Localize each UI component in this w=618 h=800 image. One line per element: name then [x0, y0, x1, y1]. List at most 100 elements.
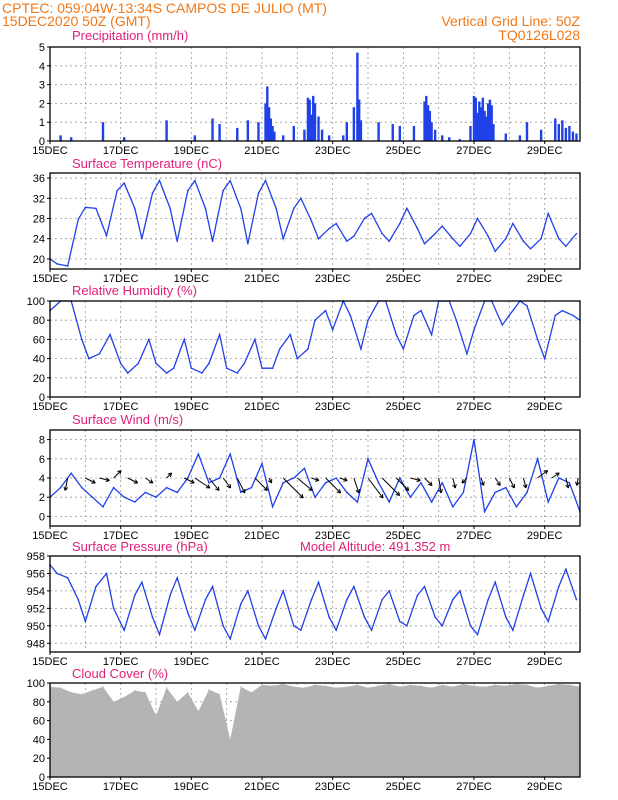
temperature-point — [328, 227, 330, 230]
wind-point — [399, 477, 401, 479]
precipitation-bar — [458, 139, 462, 141]
temperature-point — [293, 207, 295, 210]
humidity-point — [236, 372, 239, 374]
temperature-point — [459, 245, 461, 248]
wind-vector-head — [522, 484, 528, 489]
precipitation-bar — [504, 133, 507, 141]
pressure-point — [293, 625, 295, 627]
pressure-point — [399, 620, 401, 623]
precipitation-bar — [257, 122, 260, 141]
wind-point — [568, 482, 571, 484]
precipitation-bar — [271, 125, 274, 141]
wind-point — [123, 496, 125, 499]
wind-vector-head — [190, 479, 195, 484]
pressure-point — [257, 625, 260, 627]
temperature-point — [317, 237, 320, 240]
wind-line — [49, 439, 581, 514]
wind-vector-head — [308, 486, 313, 491]
wind-vector-head — [148, 479, 154, 484]
precipitation-bar — [575, 133, 578, 141]
humidity-point — [261, 367, 263, 370]
pressure-marks: 948 950 952 954 956 958 15DEC 17DEC 19DEC 21DEC 23… — [27, 551, 581, 668]
precipitation-bar — [303, 129, 306, 141]
precipitation-bar — [568, 125, 571, 141]
cloud-cover-point — [378, 685, 380, 687]
pressure-point — [459, 590, 461, 592]
wind-point — [250, 486, 253, 489]
temperature-point — [123, 182, 125, 184]
panel-title-humidity: Relative Humidity (%) — [72, 283, 197, 298]
temperature-point — [512, 222, 514, 225]
wind-point — [218, 477, 221, 479]
pressure-point — [558, 585, 560, 588]
precipitation-bar — [327, 135, 331, 141]
temperature-y-tick-label: 32 — [33, 193, 45, 205]
panel-precipitation: Precipitation (mm/h) 0 1 2 3 4 5 15DEC 17DEC 19D… — [32, 28, 581, 157]
panel-title-wind: Surface Wind (m/s) — [72, 412, 183, 427]
humidity-x-tick-label: 19DEC — [174, 401, 210, 413]
wind-x-tick-label: 21DEC — [244, 530, 280, 542]
humidity-point — [296, 357, 299, 360]
temperature-point — [452, 237, 454, 240]
pressure-y-tick-label: 948 — [27, 638, 45, 650]
wind-x-tick-label: 23DEC — [315, 530, 351, 542]
wind-point — [112, 486, 115, 489]
wind-vector-head — [461, 479, 466, 484]
temperature-point — [240, 207, 242, 210]
wind-x-tick-label: 19DEC — [174, 530, 210, 542]
temperature-point — [335, 222, 338, 225]
humidity-point — [137, 362, 140, 365]
precipitation-bar — [476, 112, 479, 141]
cloud-cover-point — [314, 684, 316, 686]
wind-point — [70, 472, 72, 475]
temperature-x-tick-label: 17DEC — [103, 273, 139, 285]
wind-vector-head — [428, 481, 433, 486]
wind-vector-head — [555, 472, 560, 477]
temperature-point — [565, 245, 567, 248]
cloud-cover-point — [272, 685, 274, 687]
wind-vector-head — [452, 484, 457, 489]
wind-vector — [438, 477, 442, 494]
precipitation-bar — [486, 103, 490, 141]
precipitation-y-tick-label: 0 — [39, 136, 45, 148]
precipitation-bar — [356, 52, 359, 141]
precipitation-bar — [564, 127, 568, 141]
pressure-point — [469, 625, 472, 627]
temperature-point — [423, 242, 426, 245]
wind-point — [430, 501, 433, 503]
header-station: CPTEC: 059:04W-13:34S CAMPOS DE JULIO (M… — [2, 0, 327, 16]
cloud-cover-x-tick-label: 19DEC — [174, 781, 210, 793]
wind-point — [558, 477, 560, 479]
precipitation-bar — [345, 122, 348, 141]
precipitation-bar — [165, 120, 168, 141]
pressure-point — [169, 594, 171, 597]
wind-vector-head — [105, 477, 110, 482]
cloud-cover-point — [81, 693, 83, 695]
wind-vector-head — [299, 494, 304, 499]
precipitation-bar — [428, 110, 432, 141]
cloud-cover-point — [441, 684, 443, 686]
temperature-point — [56, 263, 58, 265]
pressure-point — [381, 598, 383, 601]
humidity-point — [289, 333, 292, 336]
pressure-point — [176, 577, 178, 579]
precipitation-bar — [267, 107, 271, 141]
pressure-point — [194, 629, 196, 631]
wind-point — [409, 496, 412, 499]
temperature-point — [434, 232, 436, 235]
temperature-point — [300, 197, 302, 200]
wind-y-tick-label: 4 — [39, 473, 45, 485]
wind-point — [547, 501, 549, 503]
wind-vector-head — [575, 481, 580, 486]
cloud-cover-x-tick-label: 17DEC — [103, 781, 139, 793]
humidity-point — [526, 305, 528, 307]
temperature-point — [310, 220, 313, 222]
humidity-point — [278, 348, 281, 350]
humidity-point — [243, 362, 246, 365]
pressure-point — [547, 620, 549, 623]
cloud-cover-point — [70, 691, 72, 694]
precipitation-bar — [312, 95, 315, 141]
pressure-y-tick-label: 952 — [27, 603, 45, 615]
precipitation-bar — [357, 99, 361, 141]
pressure-point — [494, 581, 497, 583]
